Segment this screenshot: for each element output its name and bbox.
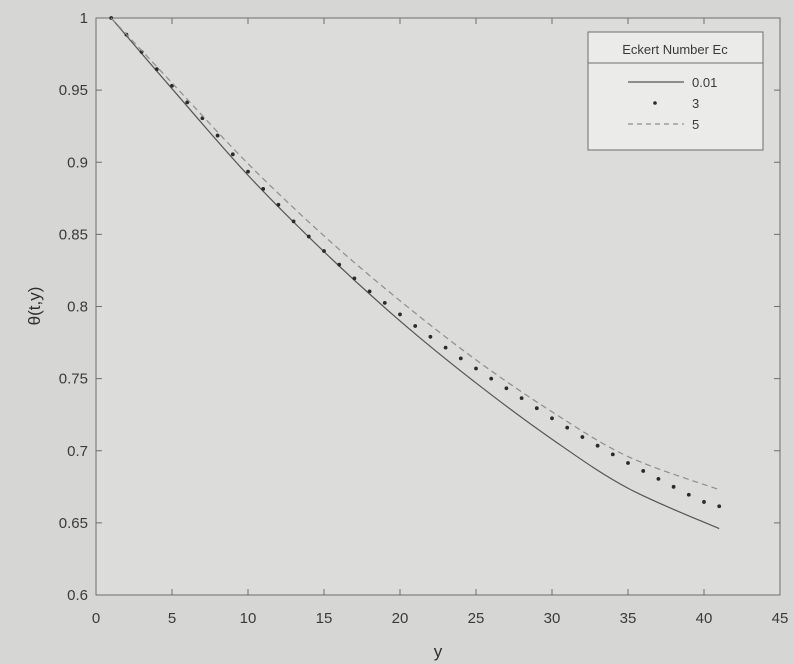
series-3-point (534, 406, 539, 411)
series-3-point (641, 469, 646, 473)
series-3-point (458, 356, 463, 361)
legend-marker-3 (653, 101, 657, 105)
x-tick-label: 25 (468, 610, 485, 627)
y-tick-label: 1 (80, 10, 88, 27)
legend-label: 0.01 (692, 75, 717, 90)
series-3-point (352, 276, 357, 281)
axis-ticks: 0 5 10 15 20 25 30 35 40 450.60.650.70.750.80.850… (59, 10, 789, 627)
y-tick-label: 0.95 (59, 82, 88, 99)
series-3-point (413, 324, 418, 328)
series-3-point (215, 133, 220, 138)
x-tick-label: 20 (392, 610, 409, 627)
y-tick-label: 0.75 (59, 371, 88, 388)
x-tick-label: 30 (544, 610, 561, 627)
series-3-point (306, 234, 311, 239)
y-tick-label: 0.7 (67, 443, 88, 460)
series-3-point (185, 100, 190, 105)
x-tick-label: 35 (620, 610, 637, 627)
series-3-point (428, 334, 433, 339)
x-tick-label: 5 (168, 610, 176, 627)
legend-box (587, 31, 764, 151)
series-3-point (595, 443, 600, 448)
y-tick-label: 0.6 (67, 587, 88, 604)
series-3-point (489, 376, 494, 381)
series-3-point (291, 219, 296, 224)
series-3-point (261, 187, 266, 191)
series-3-point (610, 452, 615, 457)
y-tick-label: 0.85 (59, 226, 88, 243)
y-tick-label: 0.9 (67, 154, 88, 171)
series-3-point (337, 262, 342, 267)
legend-label: 3 (692, 96, 699, 111)
series-layer (109, 16, 722, 530)
legend: Eckert Number Ec 0.01 3 5 (587, 31, 764, 151)
series-3-point (398, 312, 402, 317)
x-tick-label: 10 (240, 610, 257, 627)
series-3-point (717, 504, 722, 509)
y-tick-label: 0.8 (67, 299, 88, 316)
series-0-01-line (110, 17, 720, 530)
y-tick-label: 0.65 (59, 515, 88, 532)
series-5-line (110, 17, 720, 491)
series-3-point (443, 345, 448, 350)
series-3-point (686, 492, 691, 497)
series-3-point (656, 476, 661, 481)
legend-title: Eckert Number Ec (622, 42, 728, 57)
series-3-point (550, 416, 554, 421)
series-3-point (519, 396, 524, 400)
series-3-point (671, 484, 676, 489)
series-3-point (504, 386, 509, 391)
x-axis-label: y (434, 642, 443, 661)
series-3-point (474, 366, 478, 371)
x-tick-label: 45 (772, 610, 789, 627)
legend-label: 5 (692, 117, 699, 132)
series-3-point (170, 83, 174, 88)
x-tick-label: 40 (696, 610, 713, 627)
series-3-point (154, 67, 159, 72)
x-tick-label: 15 (316, 610, 333, 627)
series-3-point (580, 435, 585, 439)
y-axis-label: θ(t,y) (25, 287, 44, 326)
series-3-point (276, 202, 281, 207)
series-3-point (382, 300, 387, 305)
x-tick-label: 0 (92, 610, 100, 627)
series-3-point (322, 249, 326, 253)
series-3-point (626, 461, 630, 465)
series-3-point (702, 500, 706, 504)
series-3-point (367, 289, 372, 294)
series-3-point (230, 152, 235, 157)
legend-items: 0.01 3 5 (628, 75, 717, 132)
series-3-point (565, 425, 570, 430)
series-3-point (246, 169, 250, 174)
